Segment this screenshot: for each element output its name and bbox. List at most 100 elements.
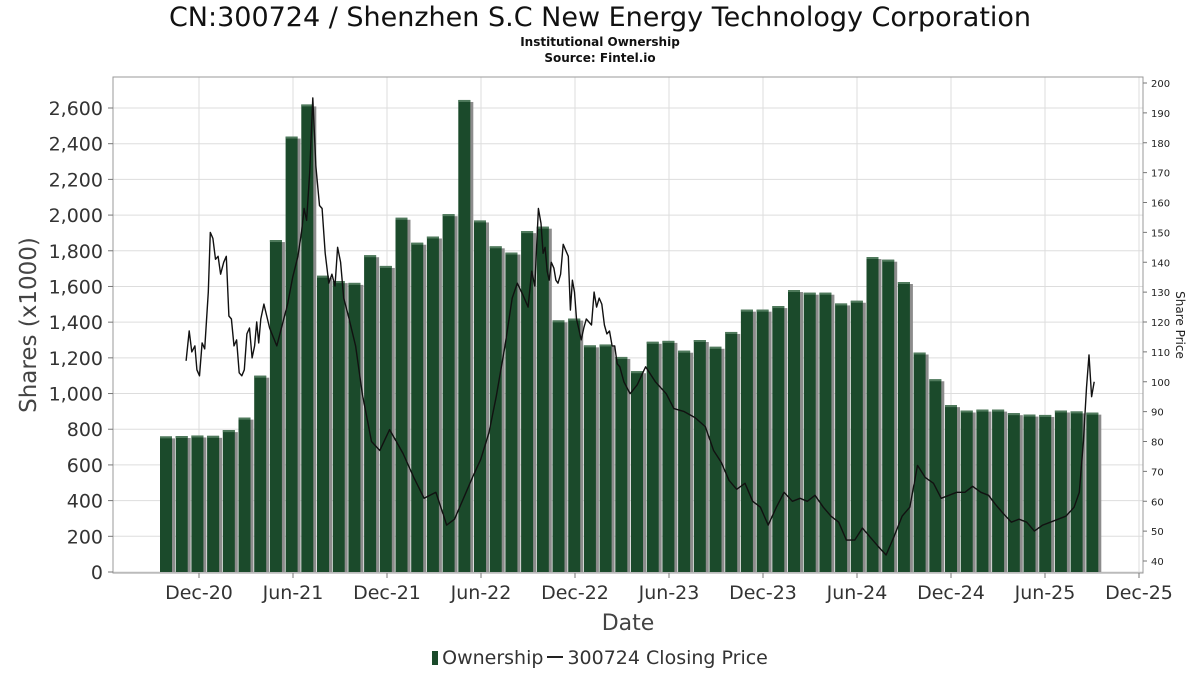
bar-highlight <box>364 255 377 258</box>
y-tick-label: 200 <box>67 526 103 548</box>
ownership-bar <box>599 344 612 572</box>
bar-highlight <box>301 104 314 107</box>
y-axis-label: Shares (x1000) <box>16 237 42 413</box>
ownership-bar <box>207 435 220 572</box>
ownership-bar <box>646 341 659 572</box>
x-tick-label: Dec-25 <box>1105 582 1173 604</box>
ownership-bar <box>1086 412 1099 572</box>
bar-highlight <box>458 99 471 102</box>
x-tick-label: Jun-22 <box>450 582 512 604</box>
bar-highlight <box>976 409 989 412</box>
bar-highlight <box>1070 411 1083 414</box>
ownership-bar <box>505 252 518 573</box>
ownership-bar <box>662 340 675 572</box>
ownership-bar <box>631 371 643 572</box>
ownership-bar <box>552 320 565 572</box>
y2-tick-label: 90 <box>1151 408 1164 419</box>
legend-price-label: 300724 Closing Price <box>567 647 768 669</box>
bar-highlight <box>1086 412 1099 415</box>
x-tick-label: Dec-23 <box>729 582 797 604</box>
bar-highlight <box>426 236 439 239</box>
bar-highlight <box>568 318 581 321</box>
ownership-bar <box>269 240 282 573</box>
bar-highlight <box>1039 414 1052 417</box>
chart-source: Source: Fintel.io <box>544 51 656 65</box>
ownership-bar <box>693 340 706 572</box>
bar-highlight <box>678 350 691 353</box>
y2-tick-label: 160 <box>1151 199 1170 210</box>
bar-highlight <box>1007 413 1020 416</box>
bar-highlight <box>992 409 1005 412</box>
ownership-bar <box>615 356 628 572</box>
ownership-bar <box>175 436 188 572</box>
ownership-bar <box>897 282 910 572</box>
ownership-bar <box>458 99 471 572</box>
x-tick-label: Dec-22 <box>541 582 609 604</box>
bar-highlight <box>615 356 628 359</box>
y2-tick-label: 170 <box>1151 169 1170 180</box>
bar-highlight <box>191 435 204 438</box>
y2-tick-label: 60 <box>1151 497 1164 508</box>
ownership-bar <box>301 104 314 572</box>
y2-tick-label: 130 <box>1151 288 1170 299</box>
bar-highlight <box>269 240 282 243</box>
bar-highlight <box>756 309 769 312</box>
ownership-bar <box>1039 414 1052 572</box>
bar-highlight <box>254 375 267 378</box>
bar-highlight <box>175 436 188 439</box>
ownership-bar <box>945 405 957 572</box>
axes-layer: 0 200 400 600 800 1,000 1,200 1,400 1,600 1,800 2,… <box>49 79 1173 604</box>
bar-highlight <box>332 281 345 284</box>
bar-highlight <box>521 231 534 234</box>
ownership-bar <box>317 275 329 572</box>
ownership-bar <box>850 300 863 572</box>
y-tick-label: 600 <box>67 455 103 477</box>
y-tick-label: 1,800 <box>49 241 103 263</box>
bar-highlight <box>222 430 235 433</box>
y-tick-label: 1,400 <box>49 312 103 334</box>
chart-subtitle: Institutional Ownership <box>520 35 680 49</box>
ownership-bar <box>819 292 832 572</box>
y2-tick-label: 180 <box>1151 139 1170 150</box>
y-tick-label: 2,200 <box>49 169 103 191</box>
ownership-bar <box>254 375 267 572</box>
bars-layer <box>160 99 1102 573</box>
bar-highlight <box>709 346 722 349</box>
bar-highlight <box>1054 410 1067 413</box>
ownership-bar <box>788 290 800 572</box>
bar-highlight <box>772 306 785 309</box>
bar-highlight <box>505 252 518 255</box>
bar-highlight <box>160 436 172 439</box>
bar-highlight <box>866 257 879 260</box>
y2-tick-label: 110 <box>1151 348 1170 359</box>
ownership-bar <box>536 226 549 572</box>
ownership-bar <box>285 136 298 573</box>
ownership-bar <box>411 242 424 572</box>
y2-tick-label: 100 <box>1151 378 1170 389</box>
bar-highlight <box>1023 414 1036 417</box>
y-tick-label: 2,600 <box>49 98 103 120</box>
x-tick-label: Jun-23 <box>638 582 700 604</box>
plot-frame <box>112 76 1144 574</box>
ownership-bar <box>709 346 722 572</box>
ownership-bar <box>222 430 235 572</box>
y2-tick-label: 140 <box>1151 258 1170 269</box>
legend-ownership-swatch <box>432 651 439 665</box>
y2-tick-label: 200 <box>1151 79 1170 90</box>
ownership-bar <box>489 246 502 573</box>
bar-highlight <box>646 341 659 344</box>
ownership-bar <box>976 409 989 572</box>
ownership-bar <box>929 379 942 572</box>
bar-highlight <box>411 242 424 245</box>
ownership-bar <box>882 259 895 572</box>
bar-highlight <box>897 282 910 284</box>
y2-tick-label: 80 <box>1151 438 1164 449</box>
ownership-bar <box>474 220 486 572</box>
legend: Ownership 300724 Closing Price <box>0 647 1200 669</box>
ownership-bar <box>678 350 691 572</box>
ownership-bar <box>1070 411 1083 572</box>
y2-tick-label: 150 <box>1151 228 1170 239</box>
bar-highlight <box>929 379 942 382</box>
bar-highlight <box>945 405 957 408</box>
